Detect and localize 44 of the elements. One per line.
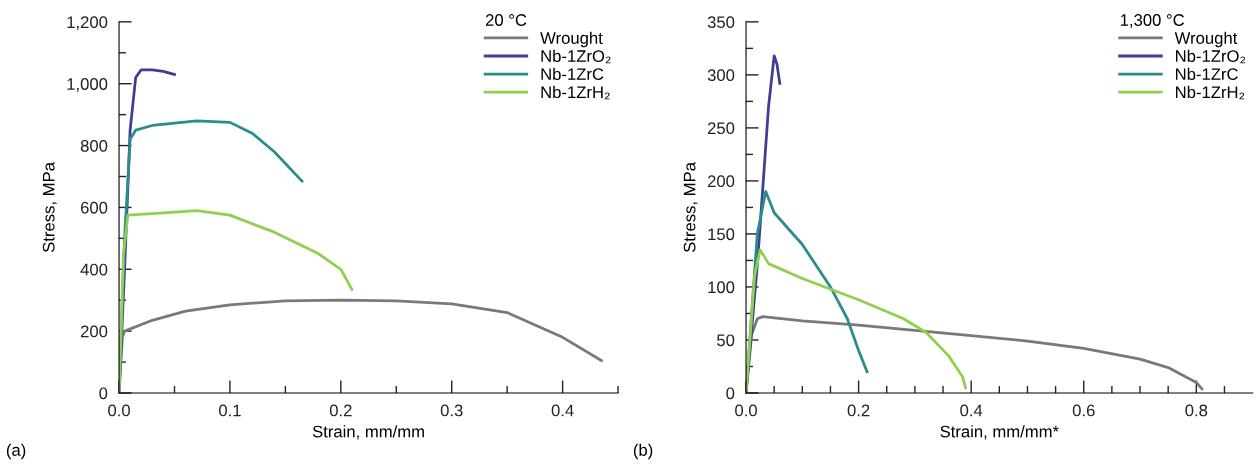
y-axis-title: Stress, MPa <box>683 162 698 253</box>
y-tick-label: 0 <box>99 387 108 400</box>
x-tick-label: 0.2 <box>329 404 352 417</box>
legend-label: Nb-1ZrO₂ <box>1176 49 1246 64</box>
x-tick-label: 0.6 <box>1072 404 1095 417</box>
line-series <box>119 298 603 393</box>
legend-label: Nb-1ZrH₂ <box>541 85 610 100</box>
y-tick-label: 0 <box>726 387 735 400</box>
x-tick-label: 0.0 <box>735 404 757 417</box>
text: (b) <box>633 443 653 460</box>
legend-title: 1,300 °C <box>1120 14 1185 28</box>
y-tick-label: 200 <box>707 175 735 188</box>
line-series <box>746 248 967 393</box>
line-series <box>119 209 354 393</box>
legend-label: Nb-1ZrH₂ <box>1176 85 1245 100</box>
legend-label: Wrought <box>540 31 603 48</box>
text: (a) <box>6 443 26 460</box>
y-tick-label: 300 <box>707 69 735 82</box>
x-tick-label: 0.4 <box>551 404 574 417</box>
y-tick-label: 250 <box>707 122 735 135</box>
legend-title: 20 °C <box>485 14 527 26</box>
legend-label: Nb-1ZrO₂ <box>541 49 611 64</box>
x-tick-label: 0.4 <box>960 404 983 417</box>
legend-label: Nb-1ZrC <box>541 67 604 81</box>
y-tick-label: 600 <box>80 201 108 214</box>
y-tick-label: 50 <box>717 334 735 347</box>
x-tick-label: 0.3 <box>440 404 463 417</box>
x-tick-label: 0.8 <box>1185 404 1208 417</box>
x-axis-title: Strain, mm/mm <box>312 425 424 440</box>
y-tick-label: 1,200 <box>67 16 108 31</box>
x-tick-label: 0.0 <box>108 404 130 417</box>
x-axis-title: Strain, mm/mm* <box>940 425 1059 440</box>
y-tick-label: 350 <box>707 16 735 29</box>
legend-label: Wrought <box>1174 31 1238 48</box>
y-tick-label: 150 <box>708 228 735 241</box>
y-tick-label: 200 <box>80 325 108 338</box>
y-tick-label: 400 <box>80 263 108 276</box>
x-tick-label: 0.2 <box>847 404 870 417</box>
y-axis-title: Stress, MPa <box>42 162 57 253</box>
y-tick-label: 1,000 <box>67 78 108 92</box>
legend-label: Nb-1ZrC <box>1176 67 1238 81</box>
x-tick-label: 0.1 <box>219 404 241 417</box>
y-tick-label: 800 <box>80 139 108 152</box>
y-tick-label: 100 <box>708 281 735 294</box>
